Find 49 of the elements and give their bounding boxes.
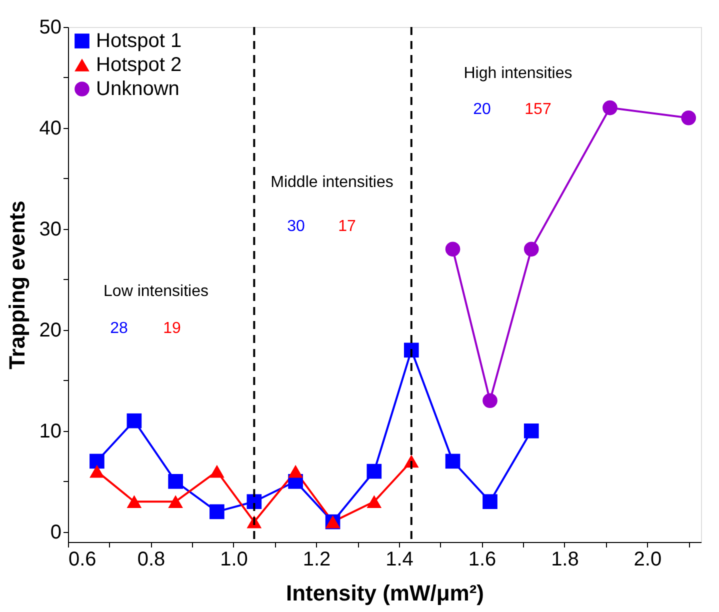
annotation: 19 [163, 320, 181, 337]
point [168, 474, 183, 489]
annotation: High intensities [464, 65, 572, 82]
point [288, 464, 303, 478]
point [366, 464, 382, 479]
point [90, 464, 104, 478]
point [168, 495, 183, 508]
x-tick-label: 1.8 [551, 548, 579, 570]
legend-label: Hotspot 2 [96, 54, 182, 76]
x-axis-title: Intensity (mW/μm²) [286, 580, 484, 606]
y-tick-label: 40 [39, 117, 62, 140]
y-tick-label: 0 [50, 521, 62, 544]
point [524, 424, 539, 438]
x-tick-label: 0.6 [68, 548, 96, 570]
point [482, 393, 498, 408]
y-tick-label: 10 [39, 420, 62, 442]
point [90, 454, 104, 469]
point [210, 504, 224, 520]
point [366, 495, 382, 508]
point [524, 242, 539, 257]
x-tick-label: 1.6 [468, 548, 496, 570]
x-tick-label: 1.2 [302, 548, 331, 570]
y-tick-label: 20 [39, 319, 62, 342]
point [445, 454, 460, 469]
x-tick-label: 1.0 [220, 548, 248, 570]
point [210, 464, 224, 478]
point [126, 495, 142, 508]
x-tick-label: 2.0 [634, 548, 662, 570]
point [126, 413, 142, 428]
annotation: Low intensities [104, 283, 208, 300]
point [404, 342, 419, 358]
annotation: 30 [287, 218, 305, 235]
y-tick-label: 50 [39, 16, 62, 38]
y-axis-title: Trapping events [4, 200, 30, 370]
annotation: Middle intensities [270, 174, 394, 191]
point [246, 494, 262, 510]
x-tick-label: 0.8 [137, 548, 166, 570]
legend-label: Hotspot 1 [96, 30, 182, 52]
annotation: 17 [338, 218, 356, 235]
x-tick-label: 1.4 [386, 548, 414, 570]
point [681, 110, 696, 126]
y-tick-label: 30 [39, 218, 62, 240]
annotation: 28 [110, 320, 128, 337]
annotation: 157 [524, 101, 552, 118]
point [602, 100, 618, 116]
annotation: 20 [473, 101, 491, 118]
legend-label: Unknown [96, 78, 180, 100]
point [482, 494, 498, 510]
point [445, 242, 460, 257]
